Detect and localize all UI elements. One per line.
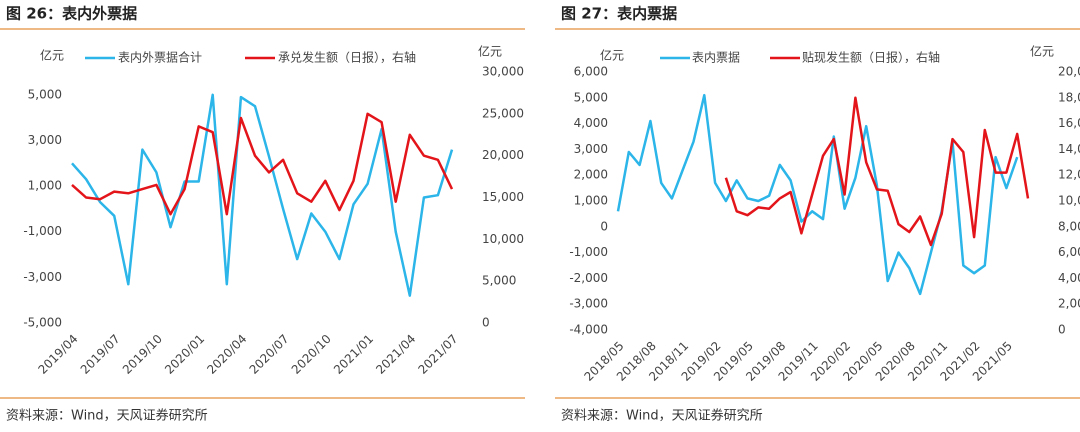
y-tick-label: -3,000	[569, 297, 608, 311]
y2-tick-label: 15,000	[482, 190, 524, 204]
y-tick-label: 5,000	[28, 87, 62, 101]
x-tick-label: 2019/10	[120, 332, 165, 377]
y-tick-label: 0	[600, 219, 608, 233]
y-tick-label: -3,000	[23, 270, 62, 284]
y2-axis-label: 亿元	[1030, 44, 1054, 59]
x-tick-label: 2021/04	[373, 332, 418, 377]
y-tick-label: -5,000	[23, 316, 62, 330]
y2-tick-label: 0	[1058, 323, 1066, 337]
y2-tick-label: 20,000	[482, 148, 524, 162]
x-tick-label: 2019/04	[35, 332, 80, 377]
figure-title: 图 26：表内外票据	[6, 5, 137, 23]
y2-tick-label: 0	[482, 316, 490, 330]
y2-tick-label: 6,000	[1058, 245, 1080, 259]
y2-tick-label: 18,000	[1058, 90, 1080, 104]
y2-tick-label: 16,000	[1058, 116, 1080, 130]
y2-tick-label: 4,000	[1058, 271, 1080, 285]
y-tick-label: 3,000	[28, 133, 62, 147]
y-tick-label: -1,000	[23, 224, 62, 238]
x-tick-label: 2020/04	[204, 332, 249, 377]
x-tick-label: 2019/07	[78, 332, 123, 377]
y-axis-label: 亿元	[40, 48, 64, 63]
y-tick-label: 6,000	[574, 65, 608, 79]
figure-title: 图 27：表内票据	[561, 5, 677, 23]
y2-tick-label: 12,000	[1058, 168, 1080, 182]
y-tick-label: -2,000	[569, 271, 608, 285]
x-tick-label: 2020/07	[247, 332, 292, 377]
x-tick-label: 2020/10	[289, 332, 334, 377]
source-note: 资料来源：Wind，天风证券研究所	[561, 408, 763, 424]
y2-tick-label: 10,000	[482, 232, 524, 246]
y2-axis-label: 亿元	[478, 44, 502, 59]
x-tick-label: 2020/01	[162, 332, 207, 377]
legend-label: 表内外票据合计	[118, 50, 202, 65]
y2-tick-label: 25,000	[482, 106, 524, 120]
legend-label: 承兑发生额（日报），右轴	[278, 50, 416, 65]
legend-label: 表内票据	[692, 51, 740, 65]
y2-tick-label: 10,000	[1058, 194, 1080, 208]
source-note: 资料来源：Wind，天风证券研究所	[6, 408, 208, 424]
y-tick-label: 3,000	[574, 142, 608, 156]
y2-tick-label: 14,000	[1058, 142, 1080, 156]
y-tick-label: -1,000	[569, 245, 608, 259]
y2-tick-label: 8,000	[1058, 219, 1080, 233]
y-tick-label: 5,000	[574, 90, 608, 104]
y2-tick-label: 2,000	[1058, 297, 1080, 311]
y-tick-label: 1,000	[574, 194, 608, 208]
y-axis-label: 亿元	[600, 48, 624, 63]
legend-label: 贴现发生额（日报），右轴	[802, 50, 940, 65]
y2-tick-label: 30,000	[482, 65, 524, 79]
y2-tick-label: 5,000	[482, 274, 516, 288]
x-tick-label: 2021/07	[415, 332, 460, 377]
y-tick-label: 1,000	[28, 179, 62, 193]
series-line	[71, 112, 454, 216]
y-tick-label: -4,000	[569, 323, 608, 337]
series-line	[616, 93, 1019, 296]
y-tick-label: 4,000	[574, 116, 608, 130]
y-tick-label: 2,000	[574, 168, 608, 182]
series-line	[724, 96, 1030, 247]
x-tick-label: 2021/01	[331, 332, 376, 377]
series-line	[71, 93, 454, 297]
y2-tick-label: 20,000	[1058, 65, 1080, 79]
